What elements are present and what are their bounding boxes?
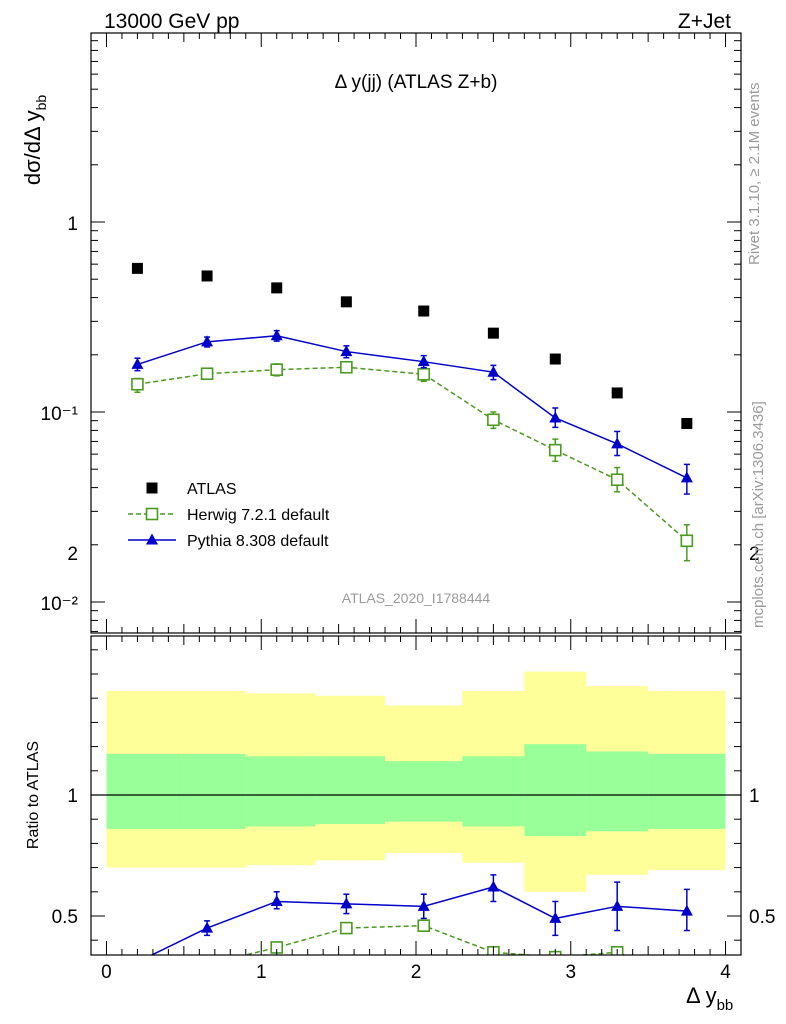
ratio-point xyxy=(487,880,500,892)
data-point xyxy=(487,365,500,377)
data-point xyxy=(610,473,624,487)
data-point xyxy=(548,443,562,457)
ratio-point xyxy=(202,959,213,970)
data-point xyxy=(270,363,284,376)
data-point xyxy=(487,413,500,427)
ratio-y-axis-label: Ratio to ATLAS xyxy=(25,741,42,849)
legend-label: ATLAS xyxy=(187,481,237,498)
ratio-point xyxy=(680,904,693,916)
ratio-point xyxy=(131,955,143,966)
main-data-layer xyxy=(131,262,694,562)
mcplots-label: mcplots.cern.ch [arXiv:1306.3436] xyxy=(750,401,767,628)
x-tick-label: 0 xyxy=(101,962,112,983)
ratio-point xyxy=(417,919,431,932)
ratio-y-tick-label: 1 xyxy=(749,786,760,807)
uncertainty-band-inner xyxy=(524,744,587,837)
ratio-line xyxy=(150,886,687,955)
data-point xyxy=(417,355,430,367)
main-panel: 1 10⁻¹ 10⁻² dσ/dΔ ybb Δ y(jj) (ATLAS Z+b… xyxy=(20,32,742,634)
data-point xyxy=(270,329,283,341)
ratio-axis-ticks: 0.5 0.5 1 1 2 2 0 1 2 3 4 xyxy=(52,544,776,983)
analysis-watermark: ATLAS_2020_I1788444 xyxy=(342,590,491,606)
ratio-point xyxy=(340,897,353,909)
uncertainty-band-inner xyxy=(648,753,726,829)
data-point xyxy=(131,262,143,274)
ratio-y-tick-label: 0.5 xyxy=(749,907,775,928)
data-point xyxy=(418,305,430,317)
legend-label: Herwig 7.2.1 default xyxy=(187,507,330,524)
ratio-y-tick-label: 0.5 xyxy=(52,907,78,928)
y-tick-label: 10⁻¹ xyxy=(41,404,79,425)
energy-label: 13000 GeV pp xyxy=(104,10,239,33)
data-point xyxy=(131,357,144,369)
ratio-point xyxy=(132,971,143,982)
legend-label: Pythia 8.308 default xyxy=(187,533,329,550)
data-point xyxy=(340,296,352,308)
uncertainty-band-inner xyxy=(586,751,649,832)
ratio-data-layer xyxy=(91,671,741,982)
legend-marker xyxy=(146,533,158,545)
y-tick-label: 10⁻² xyxy=(41,594,79,615)
data-point xyxy=(611,437,624,449)
uncertainty-band-inner xyxy=(462,756,525,827)
x-tick-label: 4 xyxy=(720,962,731,983)
ratio-y-tick-label: 2 xyxy=(749,544,760,565)
y-axis-label: dσ/dΔ ybb xyxy=(20,95,49,186)
data-point xyxy=(271,282,283,294)
x-tick-label: 3 xyxy=(565,962,576,983)
x-tick-label: 1 xyxy=(256,962,267,983)
ratio-point xyxy=(340,921,353,935)
uncertainty-band-inner xyxy=(385,761,463,822)
x-tick-label: 2 xyxy=(411,962,422,983)
data-point xyxy=(340,345,353,357)
data-point xyxy=(680,534,694,548)
series-0 xyxy=(131,262,693,429)
data-point xyxy=(549,353,561,365)
ratio-point xyxy=(270,894,283,906)
series-1 xyxy=(131,360,694,562)
legend: ATLAS Herwig 7.2.1 default Pythia 8.308 de… xyxy=(128,481,330,550)
x-axis-label: Δ ybb xyxy=(686,983,733,1014)
uncertainty-band-inner xyxy=(176,753,246,829)
process-label: Z+Jet xyxy=(678,10,731,33)
ratio-panel: 0.5 0.5 1 1 2 2 0 1 2 3 4 Ratio to ATLAS Δ ybb xyxy=(25,544,775,1014)
data-point xyxy=(681,417,693,429)
data-point xyxy=(611,387,623,399)
ratio-y-tick-label: 2 xyxy=(67,544,78,565)
data-point xyxy=(131,377,144,391)
data-point xyxy=(200,367,214,381)
uncertainty-band-inner xyxy=(315,756,386,825)
ratio-point xyxy=(549,911,562,923)
data-point xyxy=(549,411,562,423)
data-point xyxy=(201,270,213,282)
data-point xyxy=(340,360,353,374)
data-point xyxy=(201,335,214,347)
ratio-series-1 xyxy=(131,874,693,966)
y-tick-label: 1 xyxy=(67,214,78,235)
ratio-point xyxy=(201,921,214,933)
series-line xyxy=(137,334,688,479)
legend-marker xyxy=(145,507,159,521)
ratio-point xyxy=(417,899,430,911)
uncertainty-band-inner xyxy=(245,756,316,827)
main-axis-ticks xyxy=(91,33,741,633)
series-2 xyxy=(131,329,693,495)
legend-marker xyxy=(146,482,158,494)
ratio-y-tick-label: 1 xyxy=(67,786,78,807)
data-point xyxy=(680,471,693,483)
plot-title: Δ y(jj) (ATLAS Z+b) xyxy=(335,72,498,93)
data-point xyxy=(487,327,499,339)
uncertainty-band-inner xyxy=(106,753,177,829)
ratio-point xyxy=(611,899,624,911)
rivet-version-label: Rivet 3.1.10, ≥ 2.1M events xyxy=(746,83,763,266)
data-point xyxy=(417,367,431,381)
